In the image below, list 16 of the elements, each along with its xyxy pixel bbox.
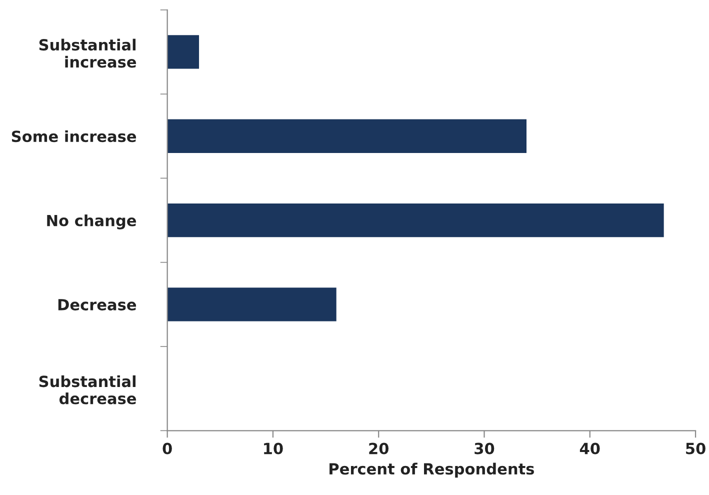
x-tick-label: 50 <box>686 442 706 454</box>
bar <box>167 288 336 322</box>
y-tick-label: Substantial decrease <box>39 375 136 404</box>
x-tick-label: 30 <box>474 442 494 454</box>
bar <box>167 35 200 69</box>
bar <box>167 203 664 238</box>
x-tick-label: 0 <box>162 442 172 454</box>
bar <box>167 119 527 153</box>
x-tick-label: 40 <box>580 442 600 454</box>
y-tick-label: No change <box>47 214 136 230</box>
x-tick-label: 20 <box>369 442 389 454</box>
y-tick-label: Substantial increase <box>39 38 136 68</box>
x-tick-label: 10 <box>264 442 283 454</box>
x-axis-title: Percent of Respondents <box>330 462 534 478</box>
y-tick-label: Decrease <box>58 299 136 310</box>
y-tick-label: Some increase <box>12 130 136 142</box>
